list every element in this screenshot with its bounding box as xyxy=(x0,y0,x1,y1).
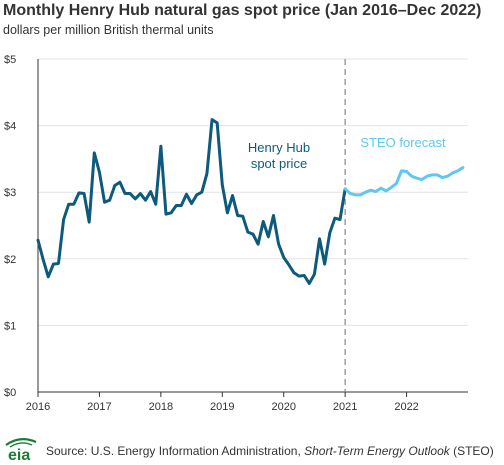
x-tick-label: 2018 xyxy=(149,401,173,413)
history-series-line xyxy=(36,118,347,285)
chart-subtitle: dollars per million British thermal unit… xyxy=(3,23,214,37)
grid-layer xyxy=(37,58,468,393)
series-layer xyxy=(36,118,465,285)
x-tick-label: 2021 xyxy=(333,401,357,413)
eia-logo: eia xyxy=(5,438,37,463)
source-suffix: (STEO) xyxy=(449,444,494,458)
eia-logo-text: eia xyxy=(8,447,30,463)
x-tick-label: 2022 xyxy=(394,401,418,413)
y-tick-label: $2 xyxy=(4,254,16,266)
history-annotation: Henry Hub xyxy=(248,140,310,155)
x-tick-label: 2017 xyxy=(87,401,111,413)
x-tick-label: 2020 xyxy=(271,401,295,413)
y-tick-label: $1 xyxy=(4,320,16,332)
forecast-annotation: STEO forecast xyxy=(360,135,446,150)
chart-title: Monthly Henry Hub natural gas spot price… xyxy=(3,2,482,19)
source-note: Source: U.S. Energy Information Administ… xyxy=(46,444,494,458)
y-tick-label: $4 xyxy=(4,121,16,133)
y-tick-label: $0 xyxy=(4,387,16,399)
x-tick-label: 2016 xyxy=(26,401,50,413)
x-tick-label: 2019 xyxy=(210,401,234,413)
source-title: Short-Term Energy Outlook xyxy=(304,444,450,458)
tick-layer: $0 $1 $2 $3 $4 $5 2016 2017 2018 2019 2020 2021 2022 xyxy=(4,54,419,413)
history-annotation: spot price xyxy=(251,156,307,171)
y-tick-label: $3 xyxy=(4,187,16,199)
source-prefix: Source: U.S. Energy Information Administ… xyxy=(46,444,305,458)
forecast-series-line xyxy=(343,166,465,197)
y-tick-label: $5 xyxy=(4,54,16,66)
